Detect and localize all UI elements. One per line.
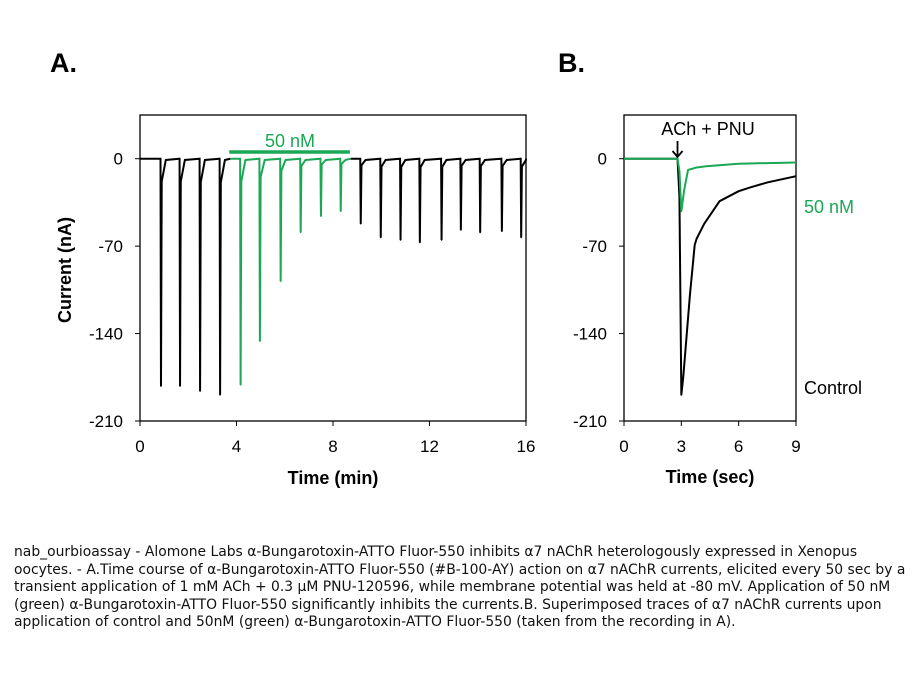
panel-a-trace-toxin [230, 157, 351, 385]
panel-a-peak-point [219, 393, 221, 396]
panel-b-y-tick-label: 0 [598, 150, 607, 169]
panel-a-peak-point [160, 385, 162, 387]
panel-a-x-tick-label: 12 [420, 437, 439, 456]
panel-a-peak-point [179, 385, 181, 387]
panel-b-y-tick-label: -140 [573, 325, 607, 344]
panel-a-x-tick-label: 8 [328, 437, 337, 456]
panel-a-peak-point [279, 280, 282, 282]
panel-a-y-title: Current (nA) [55, 217, 75, 323]
panel-b-y-tick-label: -70 [582, 237, 607, 256]
panel-a-plot-frame [139, 114, 527, 422]
panel-a-peak-point [199, 390, 201, 392]
arrow-down-icon [671, 141, 684, 159]
panel-a-y-tick-label: 0 [114, 150, 123, 169]
panel-b-x-tick-label: 3 [677, 437, 686, 456]
panel-b-label: B. [558, 48, 585, 78]
panel-a-peak-point [399, 239, 402, 241]
panel-b-x-tick-label: 6 [734, 437, 743, 456]
panel-a-y-tick-label: -210 [89, 412, 123, 431]
panel-a-peak-point [501, 230, 503, 232]
panel-a-annotation: 50 nM [265, 131, 315, 151]
panel-a-x-title: Time (min) [288, 468, 379, 488]
panel-a-y-tick-label: -140 [89, 325, 123, 344]
panel-a-trace-control [350, 157, 527, 243]
panel-a-x-tick-label: 0 [135, 437, 144, 456]
panel-b-annotation: ACh + PNU [661, 119, 755, 139]
panel-a-peak-point [320, 215, 322, 217]
panel-b-y-tick-label: -210 [573, 412, 607, 431]
panel-a-peak-point [479, 231, 481, 234]
panel-b-plot: 0 3 6 9 0 -70 -140 -210 [573, 114, 801, 456]
panel-a-peak-point [259, 340, 261, 342]
legend-50nm: 50 nM [804, 197, 854, 217]
panel-a-y-tick-label: -70 [98, 237, 123, 256]
panel-b-x-tick-label: 0 [619, 437, 628, 456]
panel-a-x-tick-label: 4 [232, 437, 241, 456]
panel-b-trace-control [624, 157, 797, 396]
panel-a-peak-point [239, 383, 242, 386]
panel-a-peak-point [359, 222, 362, 225]
panel-a-x-tick-label: 16 [517, 437, 536, 456]
panel-a-peak-point [440, 239, 443, 241]
panel-a-peak-point [460, 229, 462, 231]
panel-b-x-tick-label: 9 [791, 437, 800, 456]
panel-a-peak-point [339, 210, 342, 212]
panel-a-peak-point [299, 231, 302, 234]
panel-b-x-title: Time (sec) [666, 467, 755, 487]
panel-a-plot: 0 4 8 12 16 0 -70 -140 -210 [89, 114, 536, 456]
panel-a-label: A. [50, 48, 77, 78]
figure: A. B. 0 4 8 12 16 0 -70 -140 -210 0 3 6 9 0 -70 -140 -2… [50, 48, 862, 488]
panel-a-peak-point [379, 236, 382, 239]
panel-a-peak-point [419, 241, 421, 244]
panel-b-plot-frame [623, 114, 797, 422]
legend-control: Control [804, 378, 862, 398]
panel-b-trace-toxin [624, 157, 797, 213]
panel-a-peak-point [520, 236, 522, 239]
figure-caption: nab_ourbioassay - Alomone Labs α-Bungaro… [14, 544, 906, 631]
panel-a-trace-control [140, 157, 231, 395]
